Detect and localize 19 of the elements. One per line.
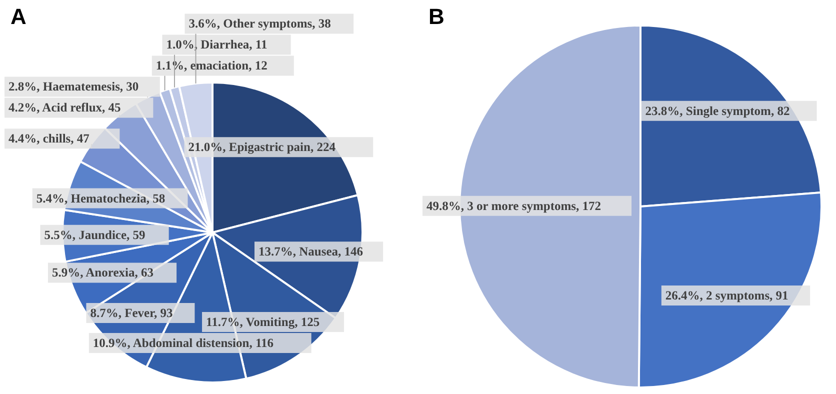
data-label: 13.7%, Nausea, 146 [258,244,364,259]
data-label: 2.8%, Haematemesis, 30 [8,80,139,94]
data-label: 1.0%, Diarrhea, 11 [166,38,268,52]
data-label: 5.9%, Anorexia, 63 [52,266,154,280]
data-label: 26.4%, 2 symptoms, 91 [665,288,788,302]
chart-title: B [428,4,444,29]
chart-title: A [10,4,26,29]
data-label: 1.1%, emaciation, 12 [156,58,268,73]
data-label: 4.4%, chills, 47 [8,132,90,146]
data-label: 23.8%, Single symptom, 82 [645,104,790,118]
data-label: 5.4%, Hematochezia, 58 [36,191,166,206]
data-label: 10.9%, Abdominal distension, 116 [92,336,274,350]
data-label: 8.7%, Fever, 93 [90,306,173,320]
data-label: 5.5%, Jaundice, 59 [44,228,146,242]
data-label: 3.6%, Other symptoms, 38 [188,16,331,31]
data-label: 4.2%, Acid reflux, 45 [8,100,121,115]
data-label: 11.7%, Vomiting, 125 [206,314,320,329]
data-label: 21.0%, Epigastric pain, 224 [188,140,336,154]
data-label: 49.8%, 3 or more symptoms, 172 [426,198,602,213]
